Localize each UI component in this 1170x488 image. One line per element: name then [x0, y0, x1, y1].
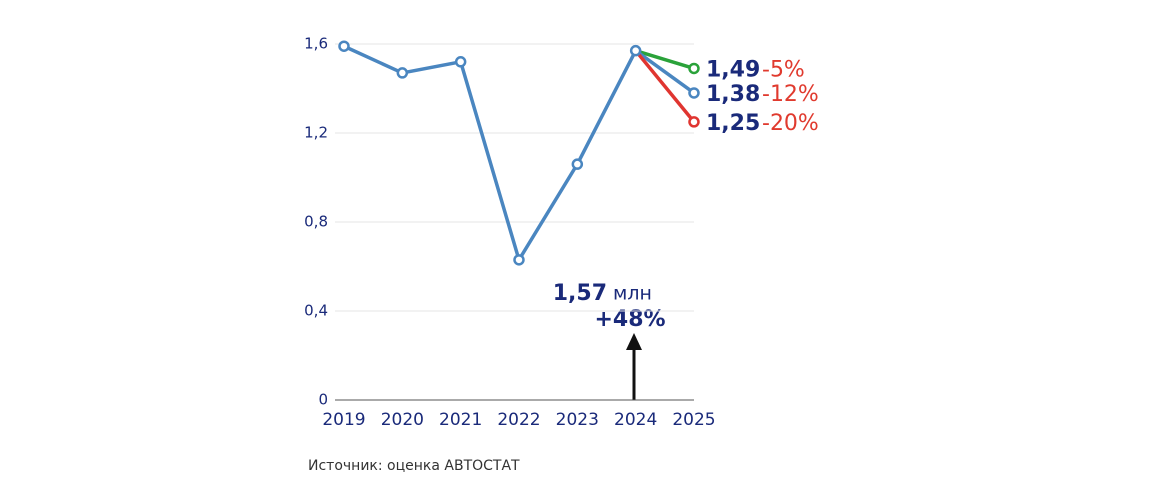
- change-label: -12%: [762, 82, 819, 107]
- x-tick-label: 2020: [381, 410, 424, 430]
- point: [454, 56, 467, 68]
- point: [688, 87, 700, 99]
- annotation-value: 1,57: [553, 281, 607, 306]
- point: [396, 67, 409, 79]
- x-tick-label: 2025: [672, 410, 715, 430]
- value-label: 1,49: [706, 57, 760, 82]
- point: [688, 116, 700, 128]
- change-label: -20%: [762, 111, 819, 136]
- series-line: [343, 44, 638, 262]
- point: [338, 40, 350, 52]
- y-tick-label: 1,6: [304, 35, 328, 53]
- point: [571, 158, 584, 170]
- annotation-unit: млн: [613, 283, 652, 305]
- point: [513, 254, 525, 266]
- value-label: 1,38: [706, 82, 760, 107]
- source: Источник: оценка АВТОСТАТ: [308, 458, 520, 474]
- change-label: -5%: [762, 57, 805, 82]
- arrow-head: [626, 333, 642, 350]
- x-tick-label: 2024: [614, 410, 657, 430]
- y-tick-label: 0,4: [304, 302, 328, 320]
- y-tick-label: 0: [318, 391, 328, 409]
- x-tick-label: 2023: [556, 410, 599, 430]
- series-line: [634, 49, 696, 95]
- value-label: 1,25: [706, 111, 760, 136]
- series-line: [634, 49, 696, 123]
- x-tick-label: 2022: [497, 410, 540, 430]
- point: [688, 62, 700, 75]
- series-line: [635, 49, 695, 71]
- x-tick-label: 2021: [439, 410, 482, 430]
- y-tick-label: 0,8: [304, 213, 328, 231]
- x-tick-label: 2019: [322, 410, 365, 430]
- y-tick-label: 1,2: [304, 124, 328, 142]
- point: [629, 44, 642, 57]
